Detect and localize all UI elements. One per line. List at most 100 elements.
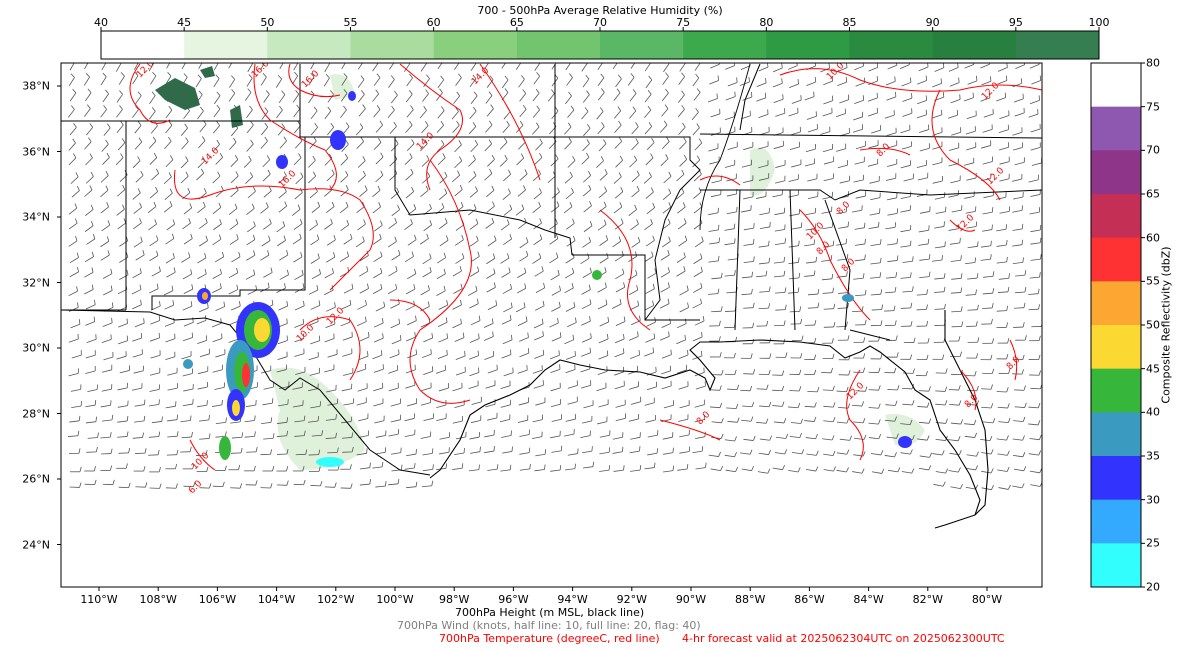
rh-colorbar-title: 700 - 500hPa Average Relative Humidity (… [477,4,723,17]
longitude-label: 100°W [376,593,414,606]
footer-wind-label: 700hPa Wind (knots, half line: 10, full … [397,619,701,632]
rh-colorbar-segment [849,31,934,59]
footer-height-label: 700hPa Height (m MSL, black line) [455,606,645,619]
temperature-contour-label: 8.0 [875,142,892,159]
rh-colorbar-segment [600,31,684,59]
rh-colorbar-tick-label: 50 [260,16,275,29]
reflectivity-colorbar-tick-label: 60 [1146,231,1160,245]
reflectivity-colorbar-segment [1091,543,1141,588]
longitude-label: 110°W [80,593,118,606]
map-panel: 12.0 16.0 16.0 14.0 10.0 12.0 8.0 12.0 14.0 16.0 1… [57,59,1043,591]
temperature-contour-label: 10.0 [825,61,846,82]
temperature-contour-label: 8.0 [835,200,852,217]
rh-shading [270,74,925,470]
height-contours [699,63,751,231]
reflectivity-colorbar-tick-label: 25 [1146,536,1160,550]
longitude-label: 80°W [971,593,1003,606]
reflectivity-colorbar-segment [1091,499,1141,544]
reflectivity-colorbar-segment [1091,237,1141,282]
rh-colorbar-segment [683,31,767,59]
rh-colorbar-segment [267,31,351,59]
rh-colorbar [100,27,1100,60]
rh-colorbar-segment [932,31,1017,59]
reflectivity-colorbar-tick-label: 80 [1146,56,1160,70]
latitude-label: 32°N [22,276,50,289]
rh-colorbar-segment [516,31,601,59]
rh-colorbar-tick-label: 75 [676,16,691,29]
rh-colorbar-tick-label: 95 [1008,16,1023,29]
longitude-label: 84°W [853,593,884,606]
temperature-contour-label: 8.0 [815,240,832,257]
rh-colorbar-segment [101,31,185,59]
rh-colorbar-segment [433,31,518,59]
rh-colorbar-tick-label: 40 [94,16,108,29]
temperature-contour-label: 10.0 [190,451,211,472]
temperature-contour-label: 12.0 [135,59,156,80]
longitude-label: 86°W [794,593,825,606]
temperature-contours [129,63,1042,471]
temperature-contour-label: 6.0 [187,479,204,496]
temperature-contour-label: 8.0 [695,410,712,427]
longitude-label: 88°W [735,593,766,606]
temperature-contour-label: 16.0 [300,69,321,90]
longitude-label: 102°W [317,593,355,606]
rh-colorbar-tick-label: 100 [1088,16,1110,29]
coastline [429,310,989,529]
latitude-label: 38°N [22,79,50,93]
reflectivity-colorbar-segment [1091,150,1141,195]
longitude-label: 92°W [616,593,647,606]
longitude-label: 98°W [439,593,470,606]
temperature-contour-label: 10.0 [805,221,826,242]
reflectivity-colorbar-segment [1091,194,1141,239]
latitude-label: 26°N [22,472,50,486]
wind-barbs [68,63,1042,491]
longitude-label: 82°W [912,593,943,606]
reflectivity-colorbar-segment [1091,63,1141,108]
reflectivity-colorbar-segment [1091,106,1141,151]
reflectivity-colorbar-tick-label: 70 [1146,143,1160,157]
latitude-label: 36°N [22,145,50,158]
rh-colorbar-segment [350,31,435,59]
longitude-label: 106°W [198,593,237,606]
reflectivity-colorbar-segment [1091,325,1141,370]
temperature-contour-label: 14.0 [200,146,221,167]
rh-colorbar-segment [766,31,850,59]
longitude-label: 104°W [257,593,296,606]
rh-colorbar-tick-label: 45 [177,16,192,29]
reflectivity-colorbar-segment [1091,412,1141,457]
rh-colorbar-segment [184,31,268,59]
temperature-contour-label: 16.0 [250,59,271,80]
reflectivity-colorbar-tick-label: 45 [1146,362,1160,376]
rh-colorbar-tick-label: 55 [343,16,358,29]
rh-colorbar-tick-label: 65 [509,16,524,29]
footer-temperature-label: 700hPa Temperature (degreeC, red line) [439,632,660,645]
latitude-label: 28°N [22,407,50,420]
temperature-contour-label: 12.0 [325,306,346,327]
reflectivity-colorbar-segment [1091,281,1141,326]
rh-colorbar-tick-label: 90 [925,16,940,29]
reflectivity-colorbar-tick-label: 65 [1146,187,1160,201]
rh-colorbar-tick-label: 80 [759,16,774,29]
reflectivity-colorbar-tick-label: 30 [1146,493,1160,507]
reflectivity-colorbar [1090,62,1145,588]
reflectivity-colorbar-tick-label: 40 [1146,405,1160,419]
footer-forecast-valid-label: 4-hr forecast valid at 2025062304UTC on … [682,632,1005,645]
reflectivity-colorbar-tick-label: 50 [1146,318,1160,332]
rh-shading-dark [155,66,243,128]
reflectivity-colorbar-tick-label: 55 [1146,274,1160,288]
reflectivity-cells [183,91,912,467]
temperature-contour-label: 8.0 [1005,355,1022,372]
map-frame [60,62,1043,588]
rh-colorbar-segment [1015,31,1100,59]
reflectivity-colorbar-segment [1091,368,1141,413]
latitude-label: 30°N [22,341,50,355]
rh-colorbar-tick-label: 60 [426,16,441,29]
longitude-label: 108°W [139,593,177,606]
temperature-contour-label: 16.0 [277,169,298,190]
reflectivity-colorbar-title: Composite Reflectivity (dbZ) [1159,246,1173,404]
temperature-contour-label: 14.0 [415,131,436,152]
rh-colorbar-tick-label: 70 [593,16,607,29]
latitude-label: 34°N [22,210,50,224]
reflectivity-colorbar-tick-label: 35 [1146,449,1160,463]
